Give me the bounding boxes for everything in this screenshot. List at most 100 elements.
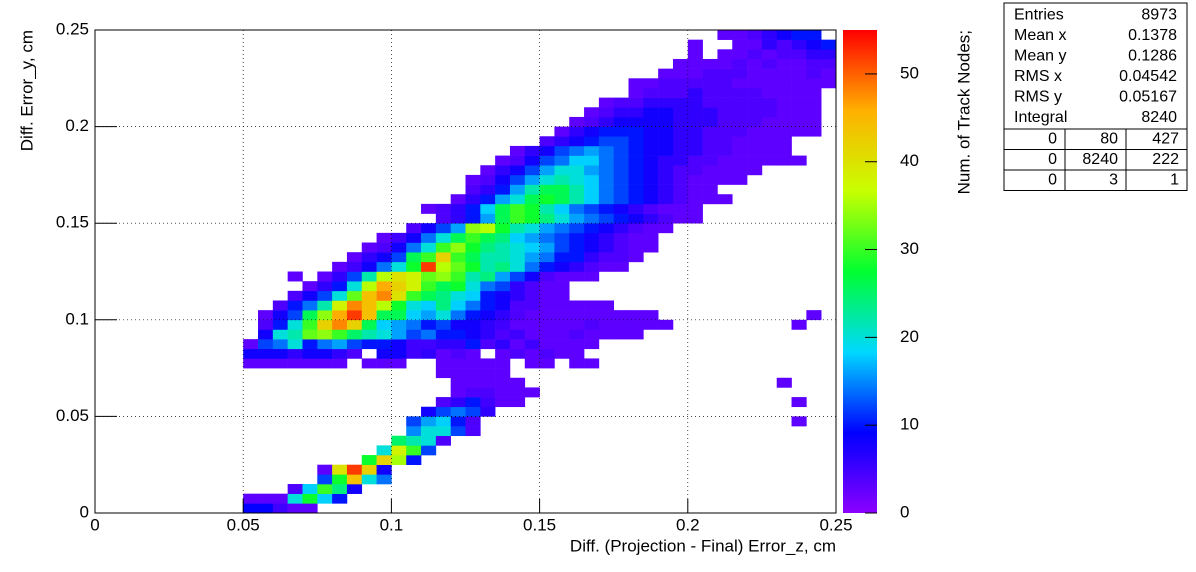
bin-cell bbox=[465, 290, 481, 301]
bin-cell bbox=[747, 165, 763, 176]
bin-cell bbox=[821, 68, 837, 79]
bin-cell bbox=[584, 107, 600, 118]
bin-cell bbox=[332, 261, 348, 272]
bin-cell bbox=[747, 30, 763, 40]
bin-cell bbox=[554, 300, 570, 311]
bin-cell bbox=[495, 242, 511, 253]
bin-cell bbox=[554, 339, 570, 350]
bin-cell bbox=[435, 281, 451, 292]
x-tick-label: 0.05 bbox=[227, 515, 260, 534]
bin-cell bbox=[791, 87, 807, 98]
bin-cell bbox=[672, 213, 689, 224]
bin-cell bbox=[495, 194, 511, 205]
bin-cell bbox=[569, 242, 585, 253]
bin-cell bbox=[672, 58, 689, 69]
bin-cell bbox=[554, 126, 570, 137]
bin-cell bbox=[791, 97, 807, 108]
bin-cell bbox=[376, 339, 392, 350]
bin-cell bbox=[376, 445, 392, 456]
bin-cell bbox=[524, 184, 540, 195]
bin-cell bbox=[584, 174, 600, 185]
bin-cell bbox=[509, 271, 526, 282]
bin-cell bbox=[406, 329, 422, 340]
bin-cell bbox=[554, 252, 570, 263]
bin-cell bbox=[539, 281, 555, 292]
bin-cell bbox=[317, 310, 333, 321]
bin-cell bbox=[584, 136, 600, 147]
bin-cell bbox=[465, 281, 481, 292]
bin-cell bbox=[658, 184, 674, 195]
bin-cell bbox=[524, 310, 540, 321]
bin-cell bbox=[391, 242, 407, 253]
bin-cell bbox=[287, 484, 303, 494]
bin-cell bbox=[776, 116, 792, 127]
bin-cell bbox=[687, 58, 703, 69]
bin-cell bbox=[717, 68, 733, 79]
bin-cell bbox=[524, 290, 540, 301]
bin-cell bbox=[435, 213, 451, 224]
bin-cell bbox=[317, 339, 333, 350]
bin-cell bbox=[761, 136, 778, 147]
bin-cell bbox=[435, 339, 451, 350]
bin-cell bbox=[687, 49, 703, 60]
bin-cell bbox=[806, 116, 822, 127]
bin-cell bbox=[509, 165, 526, 176]
bin-cell bbox=[658, 203, 674, 214]
bin-cell bbox=[421, 261, 437, 272]
bin-cell bbox=[821, 58, 837, 69]
bin-cell bbox=[643, 165, 659, 176]
bin-cell bbox=[317, 484, 333, 494]
bin-cell bbox=[346, 310, 363, 321]
bin-cell bbox=[598, 107, 614, 118]
bin-cell bbox=[406, 310, 422, 321]
bin-cell bbox=[702, 184, 718, 195]
bin-cell bbox=[584, 165, 600, 176]
bin-cell bbox=[450, 261, 466, 272]
bin-cell bbox=[702, 97, 718, 108]
bin-cell bbox=[747, 58, 763, 69]
bin-cell bbox=[628, 203, 644, 214]
bin-cell bbox=[450, 223, 466, 234]
bin-cell bbox=[287, 290, 303, 301]
bin-cell bbox=[391, 281, 407, 292]
bin-cell bbox=[747, 126, 763, 137]
bin-cell bbox=[509, 397, 526, 408]
bin-cell bbox=[554, 329, 570, 340]
bin-cell bbox=[243, 358, 259, 369]
bin-cell bbox=[554, 281, 570, 292]
bin-cell bbox=[406, 300, 422, 311]
bin-cell bbox=[480, 184, 496, 195]
bin-cell bbox=[450, 339, 466, 350]
bin-cell bbox=[569, 145, 585, 156]
bin-cell bbox=[569, 223, 585, 234]
bin-cell bbox=[791, 49, 807, 60]
bin-cell bbox=[391, 271, 407, 282]
bin-cell bbox=[450, 416, 466, 427]
bin-cell bbox=[628, 184, 644, 195]
bin-cell bbox=[628, 155, 644, 166]
bin-cell bbox=[480, 368, 496, 379]
bin-cell bbox=[613, 213, 629, 224]
bin-cell bbox=[480, 165, 496, 176]
bin-cell bbox=[687, 116, 703, 127]
bin-cell bbox=[628, 252, 644, 263]
bin-cell bbox=[628, 116, 644, 127]
bin-cell bbox=[806, 310, 822, 321]
bin-cell bbox=[628, 174, 644, 185]
bin-cell bbox=[598, 174, 614, 185]
bin-cell bbox=[732, 136, 748, 147]
bin-cell bbox=[361, 261, 377, 272]
bin-cell bbox=[554, 165, 570, 176]
bin-cell bbox=[672, 68, 689, 79]
bin-cell bbox=[776, 30, 792, 40]
bin-cell bbox=[776, 145, 792, 156]
color-bar bbox=[843, 30, 877, 513]
bin-cell bbox=[598, 203, 614, 214]
bin-cell bbox=[509, 174, 526, 185]
bin-cell bbox=[643, 232, 659, 243]
bin-cell bbox=[584, 145, 600, 156]
bin-cell bbox=[791, 116, 807, 127]
bin-cell bbox=[776, 39, 792, 50]
bin-cell bbox=[435, 242, 451, 253]
bin-cell bbox=[672, 145, 689, 156]
